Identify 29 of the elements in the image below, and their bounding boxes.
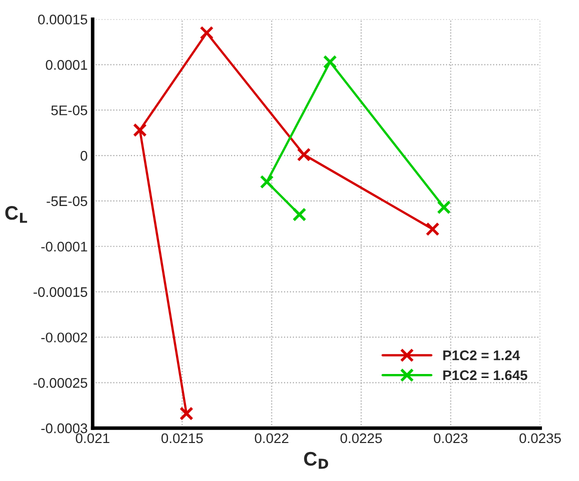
point: [260, 174, 274, 189]
point: [426, 222, 440, 236]
x-tick-label: 0.0225: [340, 433, 382, 444]
y-tick-label: -0.00015: [34, 287, 88, 297]
x-tick-label: 0.023: [434, 433, 468, 444]
y-tick-label: -0.0003: [41, 423, 88, 434]
y-tick-label: 5E-05: [51, 105, 88, 116]
y-tick-label: -5E-05: [46, 196, 88, 206]
point: [200, 26, 214, 40]
point: [436, 200, 451, 214]
y-tick-label: -0.0001: [41, 242, 88, 252]
y-tick-label: -0.0002: [41, 332, 88, 342]
legend-label: P1C2 = 1.645: [443, 370, 528, 380]
x-tick-label: 0.0235: [520, 433, 561, 444]
x-tick-label: 0.0215: [161, 433, 203, 444]
y-tick-label: -0.00025: [34, 378, 88, 388]
point: [323, 54, 337, 69]
point: [180, 406, 194, 420]
legend-label: P1C2 = 1.24: [443, 350, 520, 360]
y-axis-title: C$_{L}$: [5, 206, 28, 223]
x-axis-title: C$_{D}$: [304, 452, 328, 469]
point: [296, 148, 311, 162]
y-tick-label: 0: [80, 150, 88, 161]
y-tick-label: 0.00015: [38, 14, 88, 24]
point: [292, 208, 306, 222]
point: [132, 123, 147, 138]
x-tick-label: 0.022: [254, 433, 288, 444]
x-tick-label: 0.021: [76, 433, 110, 444]
y-tick-label: 0.0001: [46, 60, 88, 70]
